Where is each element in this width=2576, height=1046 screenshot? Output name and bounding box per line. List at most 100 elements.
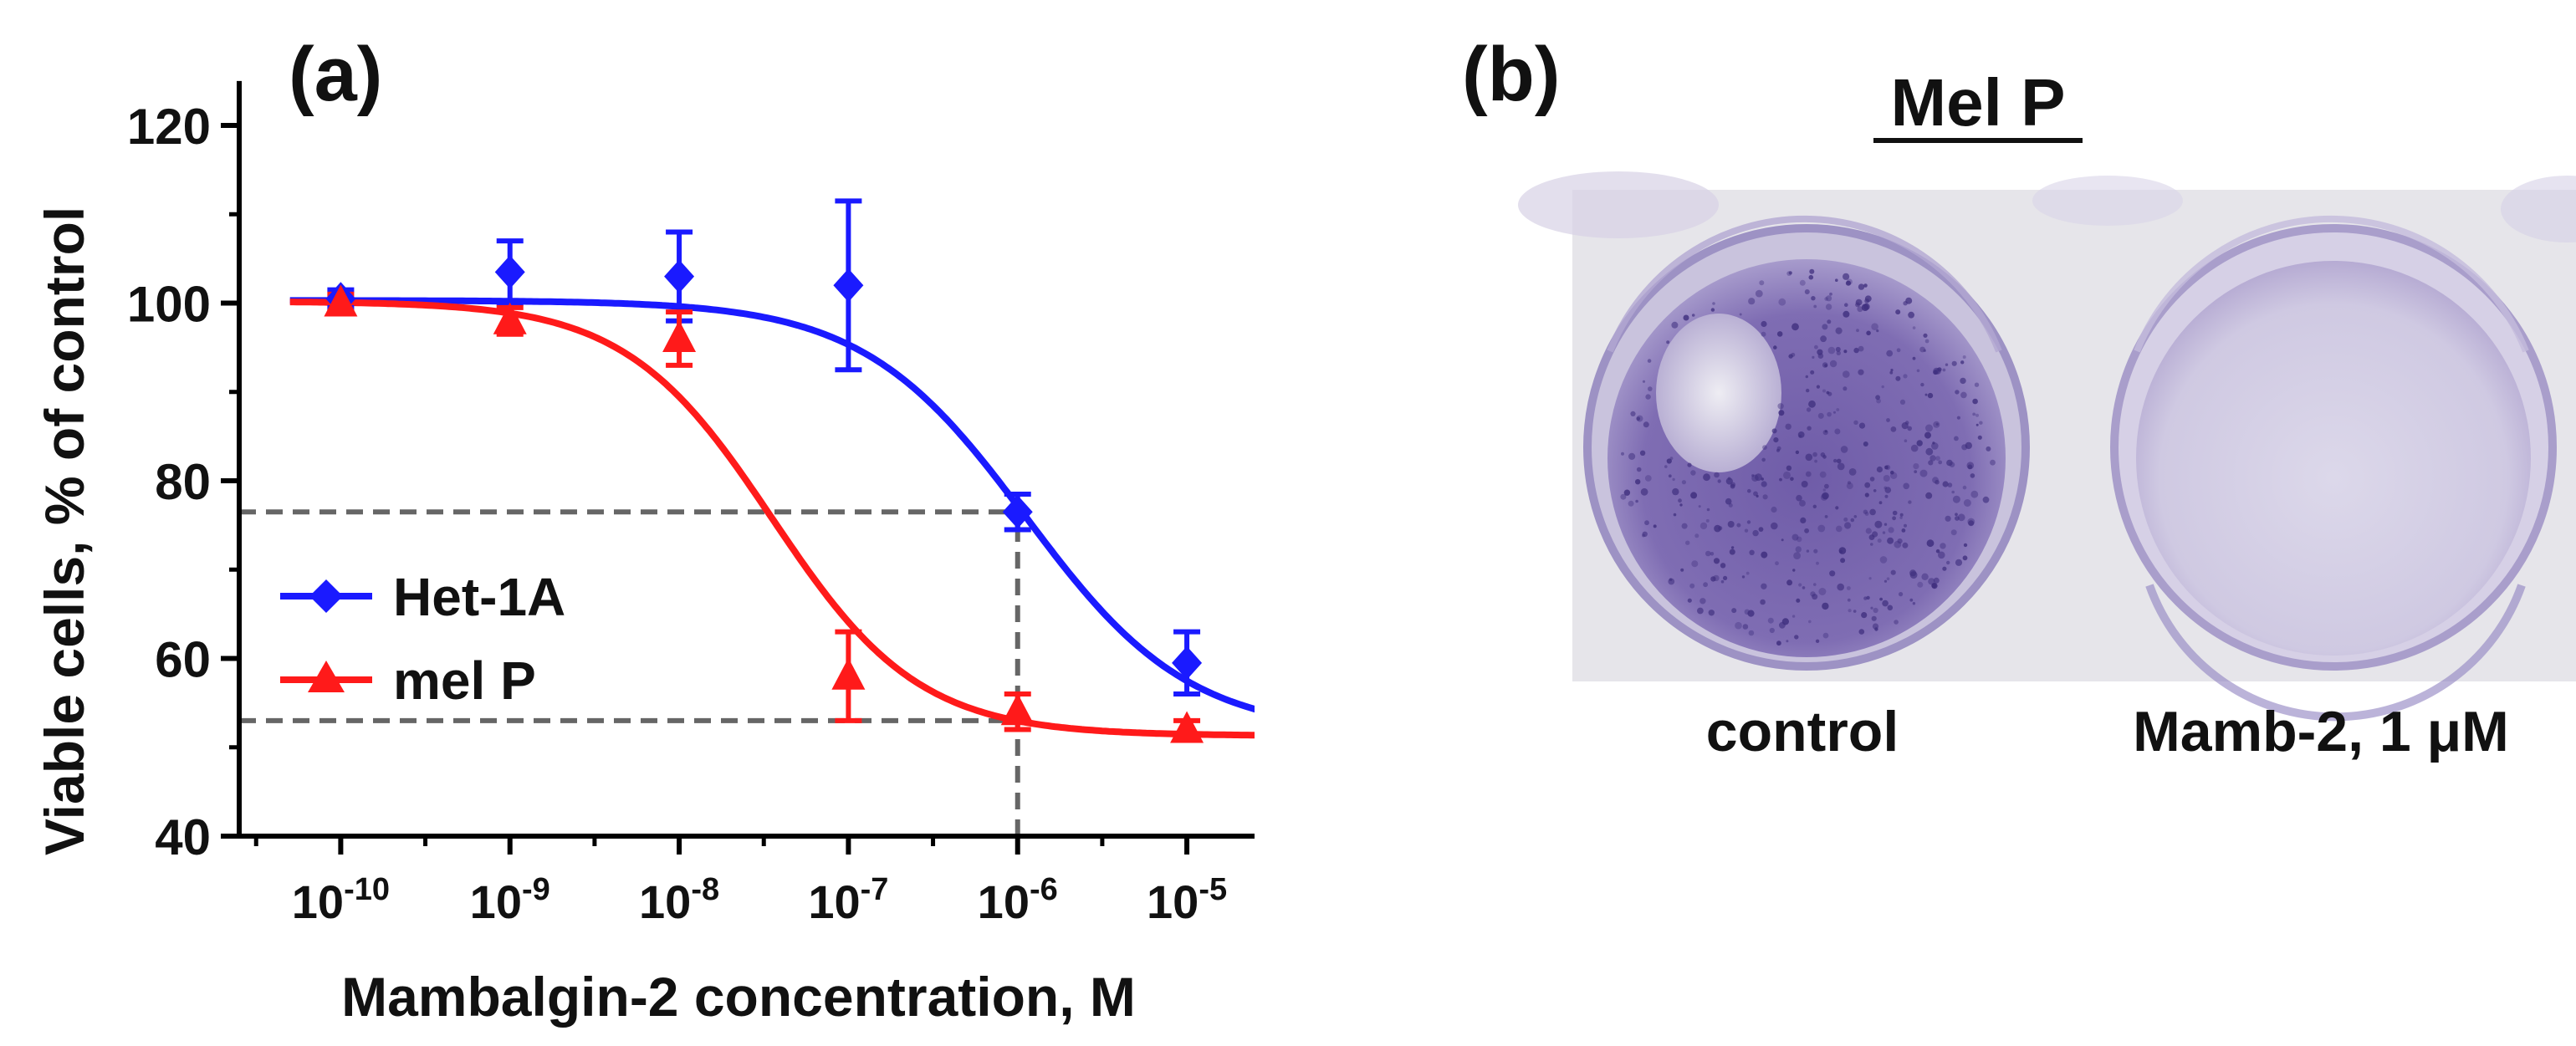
stain-speckle [1861,304,1869,312]
stain-speckle [1777,403,1784,410]
legend: Het-1A mel P [280,567,565,711]
stain-speckle [1858,345,1864,352]
stain-speckle [1863,441,1868,446]
stain-speckle [1916,369,1920,373]
stain-speckle [1685,540,1690,545]
stain-speckle [1837,462,1845,471]
stain-speckle [1853,347,1859,354]
stain-speckle [1648,386,1653,391]
stain-speckle [1843,370,1850,378]
stain-speckle [1808,620,1812,624]
stain-speckle [1923,349,1926,352]
control-well-highlight [1607,215,2002,353]
stain-speckle [1642,533,1645,538]
stain-speckle [1897,538,1903,544]
stain-speckle [1745,571,1750,575]
stain-speckle [1758,527,1764,532]
stain-speckle [1886,418,1890,422]
stain-speckle [1727,521,1735,528]
stain-speckle [1865,528,1872,534]
y-tick-label: 80 [155,454,211,510]
stain-speckle [1824,515,1828,518]
stain-speckle [1806,388,1810,393]
stain-speckle [1925,447,1934,456]
stain-speckle [1912,602,1916,605]
stain-speckle [1812,355,1815,359]
stain-speckle [1706,508,1710,512]
stain-speckle [1710,308,1715,312]
data-point-het-1a [1172,645,1203,680]
stain-speckle [1887,605,1894,611]
x-axis-title: Mambalgin-2 concentration, M [341,966,1136,1028]
stain-speckle [1746,520,1751,524]
stain-speckle [1697,607,1704,615]
stain-speckle [1829,570,1836,577]
stain-speckle [1903,301,1908,306]
stain-speckle [1903,374,1908,379]
stain-speckle [1871,323,1878,331]
stain-speckle [1872,531,1878,538]
stain-speckle [1855,302,1860,308]
stain-speckle [1668,474,1672,478]
stain-speckle [1778,410,1785,416]
stain-speckle [1875,395,1881,401]
stain-speckle [1628,452,1636,461]
stain-speckle [1791,533,1799,541]
stain-speckle [1848,609,1852,613]
stain-speckle [1708,610,1715,616]
stain-speckle [1645,394,1651,400]
stain-speckle [1776,448,1780,452]
stain-speckle [1878,501,1883,505]
stain-speckle [1962,355,1966,359]
stain-speckle [1868,577,1872,580]
stain-speckle [1816,385,1820,389]
stain-speckle [1806,549,1810,553]
stain-speckle [1925,424,1933,432]
stain-speckle [1639,450,1646,456]
stain-speckle [1761,320,1767,328]
stain-speckle [1826,295,1832,302]
stain-speckle [1955,559,1963,566]
stain-speckle [1748,630,1755,636]
stain-speckle [1810,370,1815,375]
stain-speckle [1827,319,1832,324]
stain-speckle [1815,639,1820,643]
stain-speckle [1869,508,1876,516]
stain-speckle [1813,549,1818,554]
treated-well-edge [2145,584,2526,722]
stain-speckle [1761,331,1766,337]
stain-speckle [1811,296,1816,301]
stain-speckle [1755,289,1763,298]
stain-speckle [1742,624,1749,630]
stain-speckle [1705,518,1710,523]
stain-speckle [1792,569,1796,572]
stain-speckle [1759,280,1765,286]
stain-speckle [1954,436,1959,441]
stain-speckle [1744,528,1749,533]
stain-speckle [1741,575,1745,579]
stain-speckle [1752,529,1759,537]
stain-speckle [1824,364,1828,367]
stain-speckle [1822,492,1829,500]
control-well-clear-patch [1656,314,1781,472]
stain-speckle [1751,474,1759,482]
stain-speckle [1870,543,1873,546]
stain-speckle [1975,413,1979,417]
legend-item-het1a: Het-1A [280,567,565,627]
stain-speckle [1796,536,1802,543]
stain-speckle [1779,477,1782,482]
stain-speckle [1643,421,1649,428]
stain-speckle [1853,515,1858,518]
stain-speckle [1623,489,1631,496]
stain-speckle [1925,492,1933,499]
x-tick-label: 10-5 [1147,872,1227,928]
stain-speckle [1820,335,1827,343]
data-point-het-1a [1002,495,1033,529]
stain-speckle [1858,422,1866,429]
stain-speckle [1785,423,1791,430]
stain-speckle [1761,551,1768,559]
stain-speckle [1919,346,1926,353]
stain-speckle [1728,503,1733,508]
stain-speckle [1962,485,1967,490]
stain-speckle [1802,586,1806,589]
